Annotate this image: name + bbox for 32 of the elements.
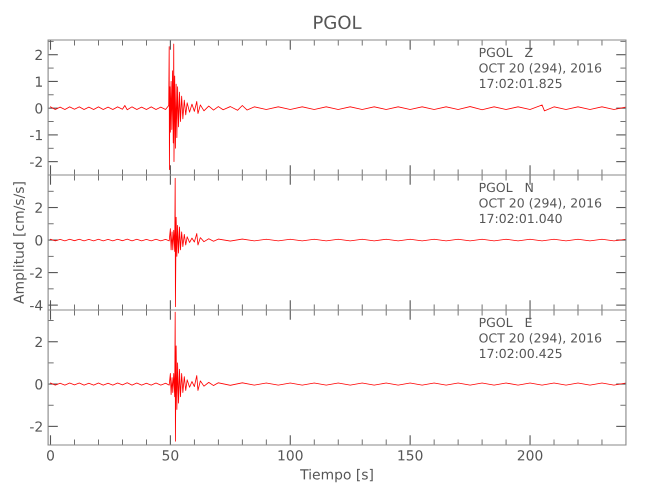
- y-tick-label: 2: [35, 50, 42, 60]
- annotation: OCT 20 (294), 2016: [479, 62, 602, 74]
- y-tick-label: 0: [35, 103, 42, 114]
- x-tick-label: 150: [398, 450, 422, 461]
- y-tick-label: 0: [35, 235, 42, 246]
- x-tick-label: 200: [518, 450, 542, 461]
- y-tick-label: -2: [30, 421, 42, 432]
- annotation: 17:02:01.040: [480, 214, 562, 224]
- annotation: PGOL Z: [480, 48, 533, 58]
- annotation: PGOL N: [480, 182, 533, 192]
- line-series: [50, 312, 626, 442]
- annotation: 17:02:00.425: [480, 348, 562, 358]
- y-tick-label: 1: [36, 76, 42, 87]
- annotation: OCT 20 (294), 2016: [479, 198, 602, 210]
- chart-title: PGOL: [314, 15, 362, 30]
- annotation: 17:02:01.825: [480, 78, 562, 88]
- x-axis-title: Tiempo [s]: [300, 468, 373, 482]
- y-tick-label: -1: [30, 130, 42, 140]
- x-tick-label: 50: [162, 450, 178, 461]
- y-tick-label: 2: [35, 336, 42, 348]
- y-tick-label: 2: [35, 202, 42, 213]
- y-tick-label: -2: [30, 156, 42, 167]
- annotation: PGOL E: [480, 318, 532, 328]
- annotation: OCT 20 (294), 2016: [479, 332, 602, 344]
- y-tick-label: 0: [35, 379, 42, 390]
- y-axis-title: Amplitud [cm/s/s]: [13, 182, 27, 304]
- line-series: [50, 44, 626, 170]
- y-tick-label: -2: [30, 268, 42, 278]
- x-tick-label: 100: [278, 450, 303, 461]
- line-series: [50, 178, 626, 308]
- x-tick-label: 0: [46, 450, 54, 461]
- y-tick-label: -4: [30, 300, 42, 310]
